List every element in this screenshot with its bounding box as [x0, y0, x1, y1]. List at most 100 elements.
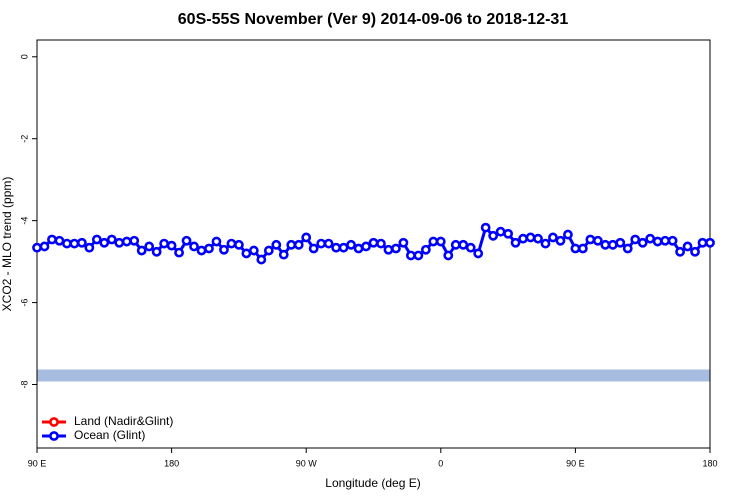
y-tick-label: 0 [19, 54, 29, 59]
point [428, 236, 439, 247]
point [435, 236, 446, 247]
point [585, 234, 596, 245]
point [615, 237, 626, 248]
point [84, 242, 95, 253]
point [271, 239, 282, 250]
point [577, 243, 588, 254]
point [151, 246, 162, 257]
point [682, 241, 693, 252]
point [600, 239, 611, 250]
point [660, 235, 671, 246]
point [226, 238, 237, 249]
point [144, 241, 155, 252]
x-axis-label: Longitude (deg E) [325, 476, 420, 490]
point [518, 233, 528, 244]
point [405, 250, 416, 261]
y-tick-label: -6 [19, 299, 29, 307]
point [211, 236, 222, 247]
point [256, 254, 267, 265]
point [398, 237, 409, 248]
point [630, 234, 641, 245]
point [443, 250, 454, 261]
point [69, 238, 80, 249]
x-tick-label: 90 W [296, 458, 318, 468]
x-tick-label: 180 [164, 458, 179, 468]
point [563, 229, 573, 240]
y-axis-label: XCO2 - MLO trend (ppm) [0, 177, 14, 312]
y-tick-label: -2 [19, 135, 29, 143]
point [667, 235, 678, 246]
point [690, 246, 700, 257]
point [413, 250, 424, 261]
point [533, 233, 543, 244]
point [196, 245, 207, 256]
x-tick-label: 0 [438, 458, 443, 468]
point [39, 241, 50, 252]
y-tick-label: -8 [19, 380, 29, 388]
point [54, 235, 65, 246]
point [376, 238, 386, 249]
point [166, 240, 177, 251]
point [420, 244, 431, 255]
point [263, 245, 274, 256]
point [278, 249, 289, 260]
point [331, 242, 342, 253]
point [450, 239, 461, 250]
point [301, 232, 312, 243]
point [675, 246, 685, 257]
point [495, 226, 506, 237]
chart-title: 60S-55S November (Ver 9) 2014-09-06 to 2… [178, 11, 569, 28]
point [705, 237, 715, 248]
point [652, 236, 663, 247]
x-tick-label: 90 E [28, 458, 47, 468]
point [121, 236, 132, 247]
point [391, 243, 401, 254]
point [353, 243, 364, 254]
legend-label: Ocean (Glint) [74, 428, 145, 442]
x-tick-label: 180 [702, 458, 717, 468]
point [293, 239, 304, 250]
point [316, 238, 327, 249]
point [286, 239, 297, 250]
point [473, 248, 484, 259]
point [510, 237, 521, 248]
point [181, 235, 192, 246]
point [76, 237, 87, 248]
point [607, 239, 618, 250]
point [32, 242, 42, 253]
point [99, 237, 110, 248]
point [189, 241, 199, 252]
point [241, 248, 252, 259]
legend-marker [49, 417, 59, 427]
point [540, 238, 551, 249]
x-tick-label: 90 E [566, 458, 585, 468]
point [346, 239, 356, 250]
band [37, 369, 710, 382]
legend-marker [49, 431, 59, 441]
y-tick-label: -4 [19, 217, 29, 225]
point [480, 222, 491, 233]
point [503, 228, 513, 239]
point [129, 235, 140, 246]
point [465, 242, 476, 253]
point [697, 237, 708, 248]
point [361, 241, 371, 252]
point [91, 234, 102, 245]
point [323, 238, 334, 249]
point [368, 237, 379, 248]
point [136, 245, 147, 256]
point [645, 233, 656, 244]
point [106, 234, 117, 245]
point [637, 237, 648, 248]
point [570, 243, 581, 254]
point [219, 244, 229, 255]
point [548, 232, 558, 243]
legend-label: Land (Nadir&Glint) [74, 414, 173, 428]
point [62, 238, 72, 249]
point [204, 243, 214, 254]
point [308, 243, 319, 254]
point [174, 247, 184, 258]
point [159, 238, 170, 249]
point [525, 232, 536, 243]
